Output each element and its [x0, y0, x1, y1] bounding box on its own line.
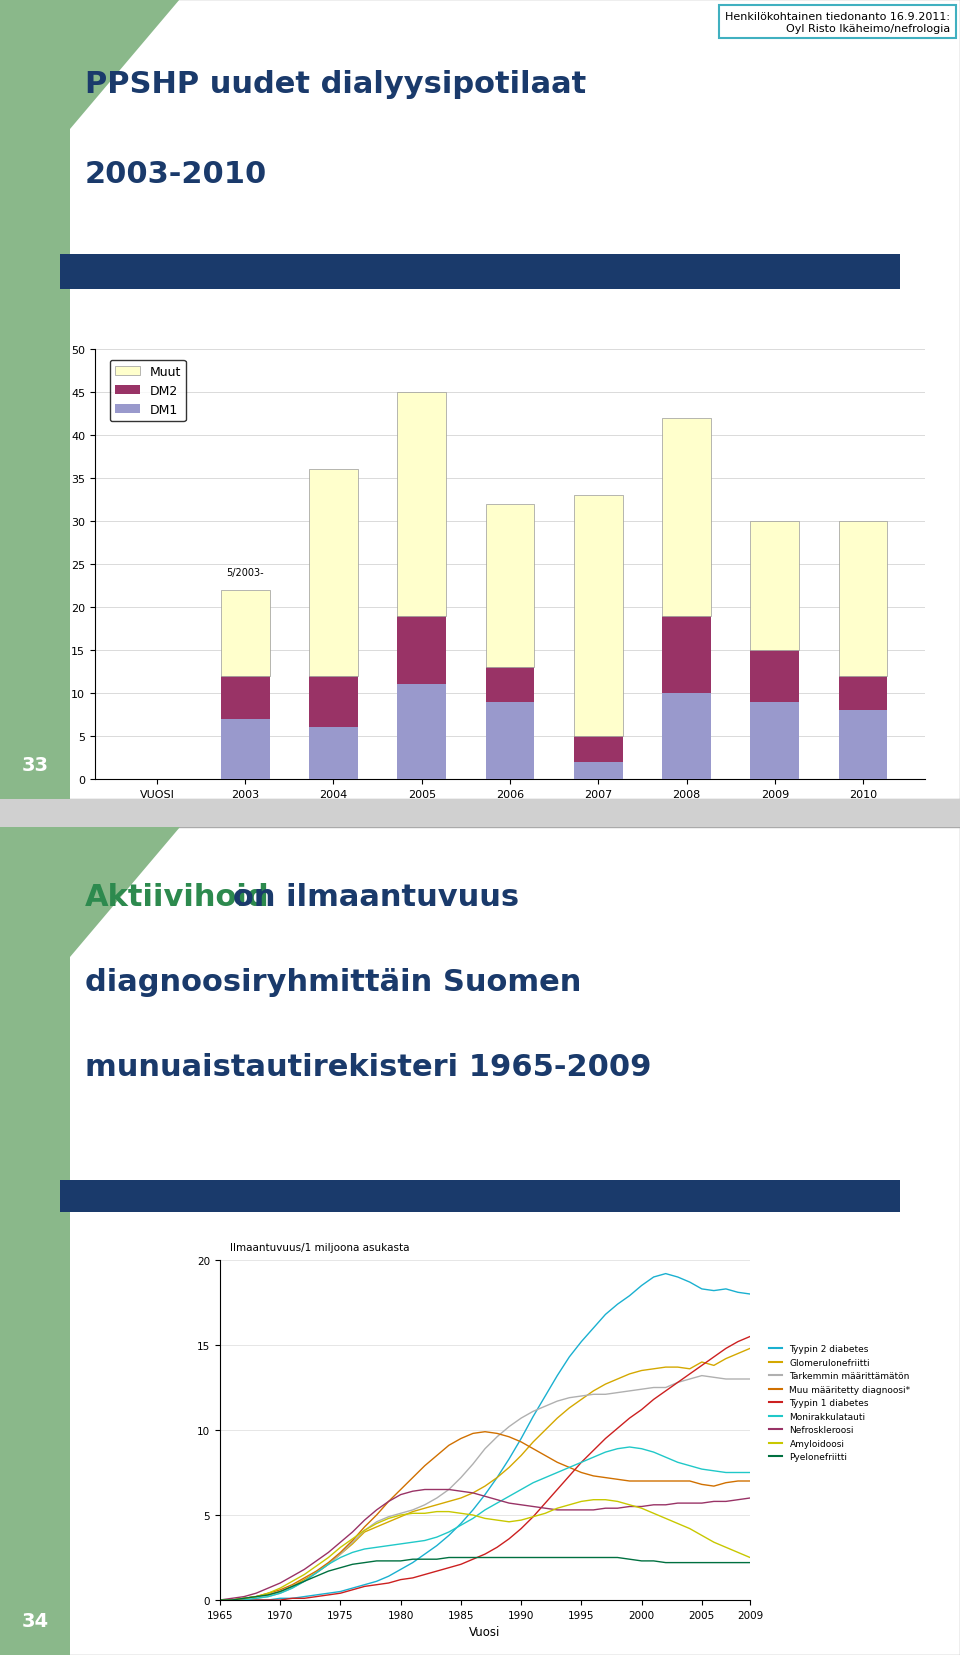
Bar	[397, 685, 446, 780]
X-axis label: Vuosi: Vuosi	[469, 1625, 501, 1638]
Text: 5/2003-: 5/2003-	[227, 568, 264, 578]
Bar	[751, 521, 799, 650]
Bar	[221, 720, 270, 780]
Bar	[751, 650, 799, 702]
Bar	[397, 616, 446, 685]
Bar	[0, 0, 70, 799]
Bar	[397, 392, 446, 616]
Text: 2003-2010: 2003-2010	[85, 161, 267, 189]
Bar	[309, 470, 358, 677]
Bar	[662, 616, 710, 693]
Polygon shape	[70, 0, 180, 131]
Bar	[309, 728, 358, 780]
Text: 33: 33	[21, 756, 49, 775]
Text: Henkilökohtainen tiedonanto 16.9.2011:
Oyl Risto Ikäheimo/nefrologia: Henkilökohtainen tiedonanto 16.9.2011: O…	[725, 12, 950, 33]
Bar	[221, 591, 270, 677]
Bar	[662, 693, 710, 780]
Bar	[0, 828, 70, 1655]
Legend: Tyypin 2 diabetes, Glomerulonefriitti, Tarkemmin määrittämätön, Muu määritetty d: Tyypin 2 diabetes, Glomerulonefriitti, T…	[765, 1341, 914, 1465]
Text: diagnoosiryhmittäin Suomen: diagnoosiryhmittäin Suomen	[85, 968, 582, 996]
Polygon shape	[70, 828, 180, 958]
Bar	[839, 521, 887, 677]
Bar	[574, 763, 622, 780]
Bar	[60, 255, 900, 290]
Bar	[486, 505, 535, 669]
Bar	[662, 419, 710, 616]
Bar	[839, 710, 887, 780]
Bar	[751, 702, 799, 780]
Text: Ilmaantuvuus/1 miljoona asukasta: Ilmaantuvuus/1 miljoona asukasta	[230, 1243, 410, 1253]
Text: Aktiivihoid: Aktiivihoid	[85, 882, 270, 912]
Bar	[574, 496, 622, 736]
Bar	[839, 677, 887, 710]
Text: 34: 34	[21, 1610, 49, 1630]
Text: munuaistautirekisteri 1965-2009: munuaistautirekisteri 1965-2009	[85, 1053, 652, 1081]
Bar	[221, 677, 270, 720]
Legend: Muut, DM2, DM1: Muut, DM2, DM1	[109, 361, 186, 422]
Bar	[60, 1180, 900, 1211]
Bar	[574, 736, 622, 763]
Text: PPSHP uudet dialyysipotilaat: PPSHP uudet dialyysipotilaat	[85, 70, 587, 99]
Bar	[486, 702, 535, 780]
Bar	[309, 677, 358, 728]
Text: on ilmaantuvuus: on ilmaantuvuus	[233, 882, 519, 912]
Bar	[486, 669, 535, 702]
